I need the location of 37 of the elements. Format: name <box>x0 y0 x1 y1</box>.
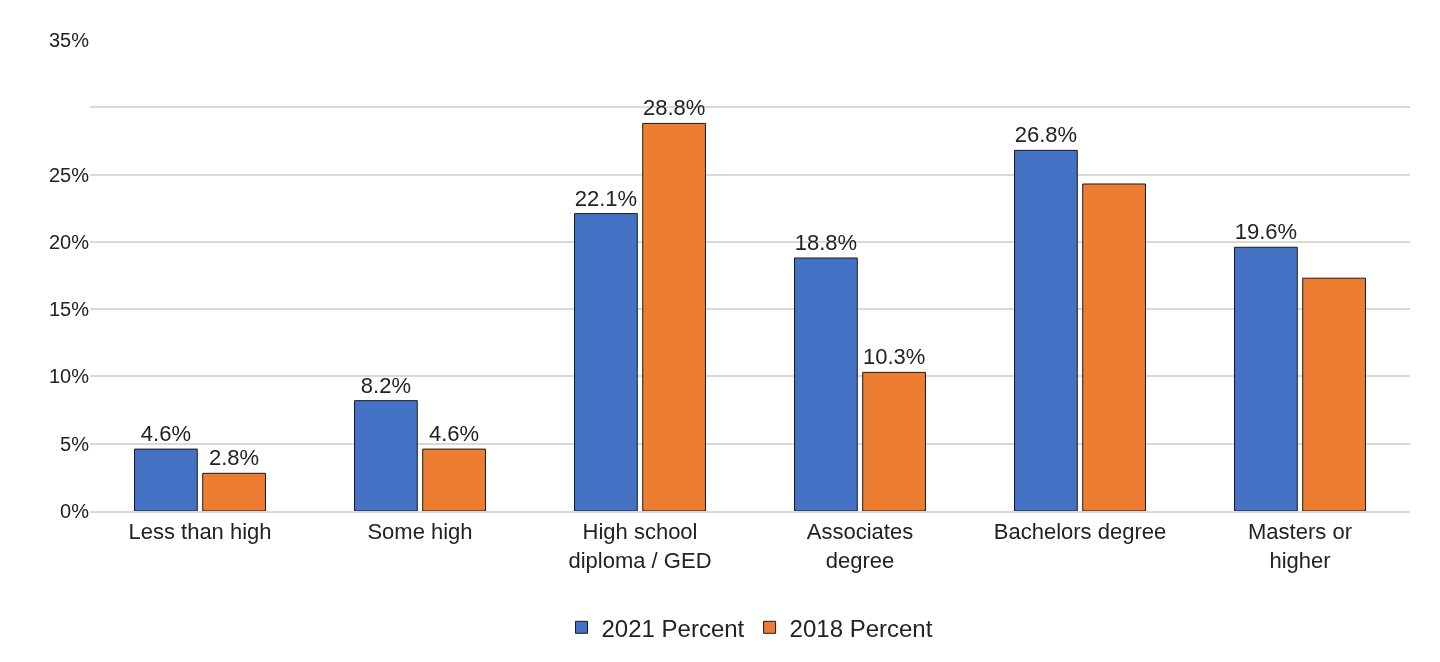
x-tick-label: Associates degree <box>806 519 914 573</box>
x-tick-label: Some high <box>367 519 473 545</box>
bar <box>794 257 858 511</box>
data-label: 2.8% <box>209 445 260 471</box>
data-label: 19.6% <box>1234 219 1298 245</box>
data-label: 26.8% <box>1014 122 1078 148</box>
y-tick-label: 20% <box>48 230 90 253</box>
legend-label: 2018 Percent <box>789 614 933 642</box>
x-tick-label: Bachelors degree <box>993 519 1167 545</box>
bar <box>1082 183 1146 511</box>
x-tick-label: High school diploma / GED <box>568 519 712 573</box>
data-label: 28.8% <box>642 95 706 121</box>
bar <box>642 122 706 511</box>
bar <box>202 472 266 511</box>
data-label: 4.6% <box>429 421 480 447</box>
x-tick-label: Less than high <box>128 519 272 545</box>
y-tick-label: 0% <box>60 500 90 522</box>
bar <box>422 448 486 511</box>
bar <box>1014 149 1078 511</box>
y-tick-label: 10% <box>48 365 90 388</box>
data-label: 8.2% <box>360 372 411 398</box>
data-label: 4.6% <box>140 421 191 447</box>
y-tick-label: 5% <box>60 432 90 455</box>
legend-label: 2021 Percent <box>601 614 745 642</box>
y-tick-label: 35% <box>48 29 90 51</box>
y-tick-label: 15% <box>48 298 90 321</box>
x-tick-label: Masters or higher <box>1248 519 1352 573</box>
data-label: 10.3% <box>862 344 926 370</box>
bar <box>862 371 926 511</box>
bar <box>574 213 638 511</box>
bar <box>1234 246 1298 511</box>
bar <box>354 400 418 511</box>
data-label: 18.8% <box>794 230 858 256</box>
data-label: 22.1% <box>574 185 638 211</box>
y-tick-label: 25% <box>48 163 90 186</box>
bar <box>134 448 198 511</box>
bar <box>1302 277 1366 511</box>
